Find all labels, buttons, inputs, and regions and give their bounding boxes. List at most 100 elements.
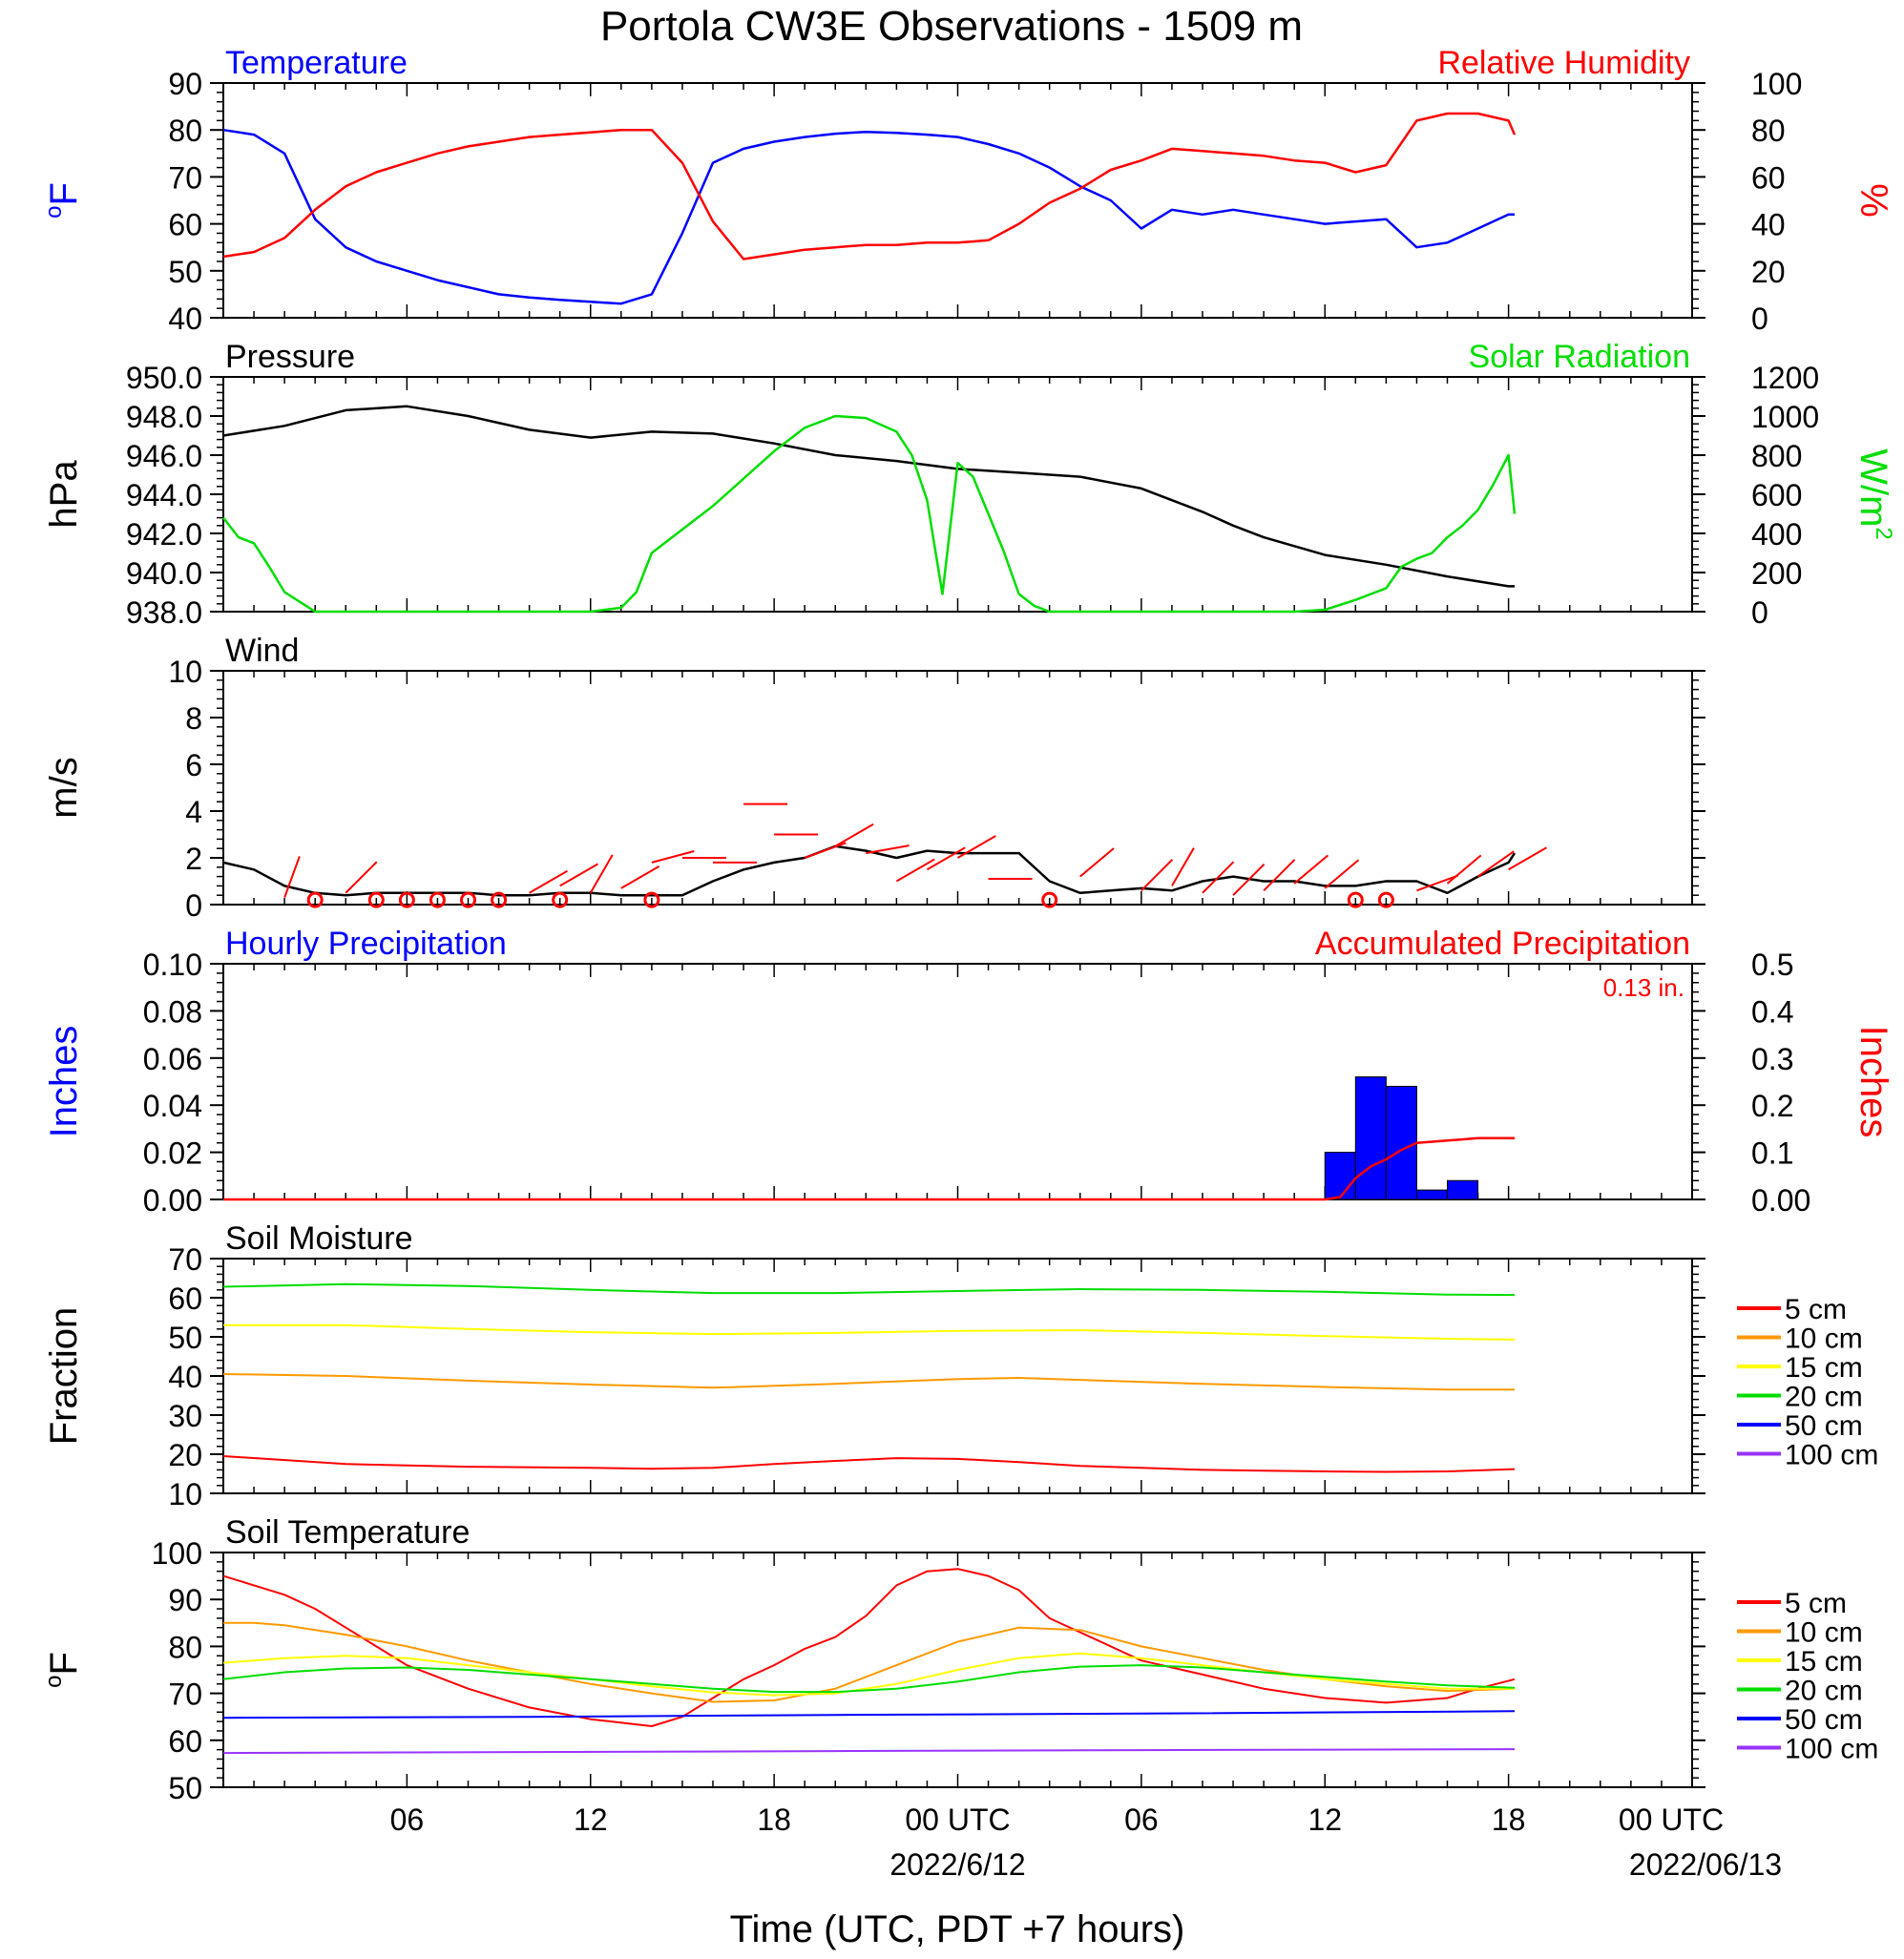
panel-pressure-solar: 938.0 940.0 942.0 944.0 946.0 948.0 950.0 0 200 4… (43, 339, 1896, 630)
series-line-temperature (222, 128, 1515, 305)
y-tick-label-left: 0.06 (143, 1042, 202, 1076)
y-tick-label-left: 70 (168, 1242, 202, 1277)
legend-label: 50 cm (1785, 1704, 1863, 1736)
y-tick-label-left: 940.0 (126, 556, 202, 591)
calm-marker (460, 891, 476, 908)
unit-letter: F (43, 182, 85, 205)
date-label: 2022/06/13 (1629, 1847, 1782, 1882)
wind-barb (866, 844, 910, 855)
y-tick-label-right: 0.00 (1751, 1183, 1810, 1218)
x-axis-label: Time (UTC, PDT +7 hours) (730, 1908, 1185, 1950)
calm-marker (398, 891, 415, 908)
wind-barb (345, 861, 378, 894)
unit-superscript: 2 (1871, 527, 1896, 539)
wind-barb (1293, 854, 1329, 885)
y-tick-label-right: 20 (1751, 255, 1786, 289)
y-tick-label-right: 0.3 (1751, 1042, 1793, 1076)
wind-barb (1232, 863, 1266, 896)
wind-barb (1263, 859, 1296, 892)
y-axis-label-left: hPa (43, 460, 85, 529)
legend-label: 50 cm (1785, 1410, 1863, 1442)
series-line-20-cm (222, 1664, 1516, 1694)
series-line-wind (222, 844, 1517, 897)
y-tick-label-left: 0.02 (143, 1136, 202, 1171)
y-tick-label-right: 1200 (1751, 361, 1819, 395)
wind-barb (1140, 859, 1174, 892)
x-tick-label: 06 (1124, 1803, 1159, 1837)
y-axis-label-left: oF (41, 182, 85, 219)
y-tick-label-left: 0 (185, 888, 202, 923)
wind-barb (283, 856, 301, 898)
series-line-100-cm (222, 1748, 1516, 1755)
wind-barb (804, 842, 847, 859)
series-line-15-cm (223, 1323, 1516, 1341)
y-tick-label-left: 0.00 (143, 1183, 202, 1218)
y-tick-label-left: 50 (168, 1321, 202, 1355)
wind-barb (651, 850, 695, 864)
degree-superscript: o (41, 206, 67, 219)
y-tick-label-left: 944.0 (126, 478, 202, 512)
panel-wind: 0 2 4 6 8 10 Wind m/s (43, 633, 1705, 923)
y-tick-label-left: 40 (168, 1360, 202, 1394)
panel-title-left: Pressure (225, 339, 355, 375)
y-tick-label-right: 600 (1751, 478, 1802, 512)
legend-label: 15 cm (1785, 1352, 1863, 1384)
x-tick-label: 12 (1308, 1803, 1342, 1837)
y-tick-label-left: 0.08 (143, 994, 202, 1029)
wind-barb (559, 863, 599, 887)
y-tick-label-left: 10 (168, 655, 202, 689)
panel-precipitation: 0.00 0.02 0.04 0.06 0.08 0.10 0.00 0.1 0.2 0.3 0.4… (43, 926, 1894, 1218)
unit-base: W/m (1852, 448, 1894, 527)
y-tick-label-left: 8 (185, 701, 202, 736)
y-tick-label-left: 6 (185, 748, 202, 782)
y-axis-label-right: Inches (1852, 1026, 1894, 1138)
panel-temperature-rh: 40 50 60 70 80 90 0 20 40 60 80 100 Temperature Relat… (41, 45, 1894, 336)
wind-barb (1416, 874, 1459, 892)
calm-marker (1377, 891, 1394, 908)
x-tick-label: 00 UTC (905, 1803, 1010, 1837)
y-tick-label-left: 70 (168, 1678, 202, 1712)
wind-barb (895, 858, 935, 883)
y-tick-label-right: 0.5 (1751, 948, 1793, 982)
y-tick-label-left: 0.04 (143, 1089, 202, 1123)
y-tick-label-left: 948.0 (126, 400, 202, 434)
x-tick-label: 06 (390, 1803, 425, 1837)
panel-title-right: Relative Humidity (1437, 45, 1690, 81)
y-tick-label-right: 400 (1751, 517, 1802, 552)
wind-barb (834, 823, 874, 847)
unit-letter: F (43, 1652, 85, 1675)
y-axis-label-left: oF (41, 1652, 85, 1688)
y-tick-label-right: 0.2 (1751, 1089, 1793, 1123)
y-tick-label-left: 80 (168, 114, 202, 148)
precip-bar (1324, 1152, 1356, 1200)
series-line-5-cm (222, 1568, 1516, 1727)
x-tick-label: 18 (1492, 1803, 1526, 1837)
series-line-pressure (222, 405, 1515, 588)
wind-barb (956, 835, 996, 859)
wind-barb (1079, 847, 1115, 878)
panel-title-left: Wind (225, 633, 299, 669)
wind-barb (926, 846, 966, 871)
y-tick-label-right: 0 (1751, 595, 1768, 630)
y-tick-label-left: 20 (168, 1438, 202, 1472)
series-line-15-cm (222, 1652, 1515, 1697)
y-tick-label-left: 70 (168, 160, 202, 195)
y-tick-label-left: 950.0 (126, 361, 202, 395)
y-tick-label-right: 60 (1751, 160, 1786, 195)
y-tick-label-left: 30 (168, 1399, 202, 1433)
panel-title-left: Temperature (225, 45, 408, 81)
wind-barb (620, 865, 660, 889)
panel-title-left: Soil Temperature (225, 1514, 470, 1551)
y-tick-label-right: 40 (1751, 208, 1786, 242)
legend-label: 5 cm (1785, 1294, 1847, 1325)
series-line-accumulated-precipitation (223, 1136, 1515, 1201)
wind-barb (1171, 847, 1195, 886)
y-axis-label-right: % (1852, 183, 1894, 218)
x-tick-label: 18 (757, 1803, 791, 1837)
y-tick-label-right: 0.1 (1751, 1136, 1793, 1171)
precip-bar (1415, 1189, 1448, 1200)
